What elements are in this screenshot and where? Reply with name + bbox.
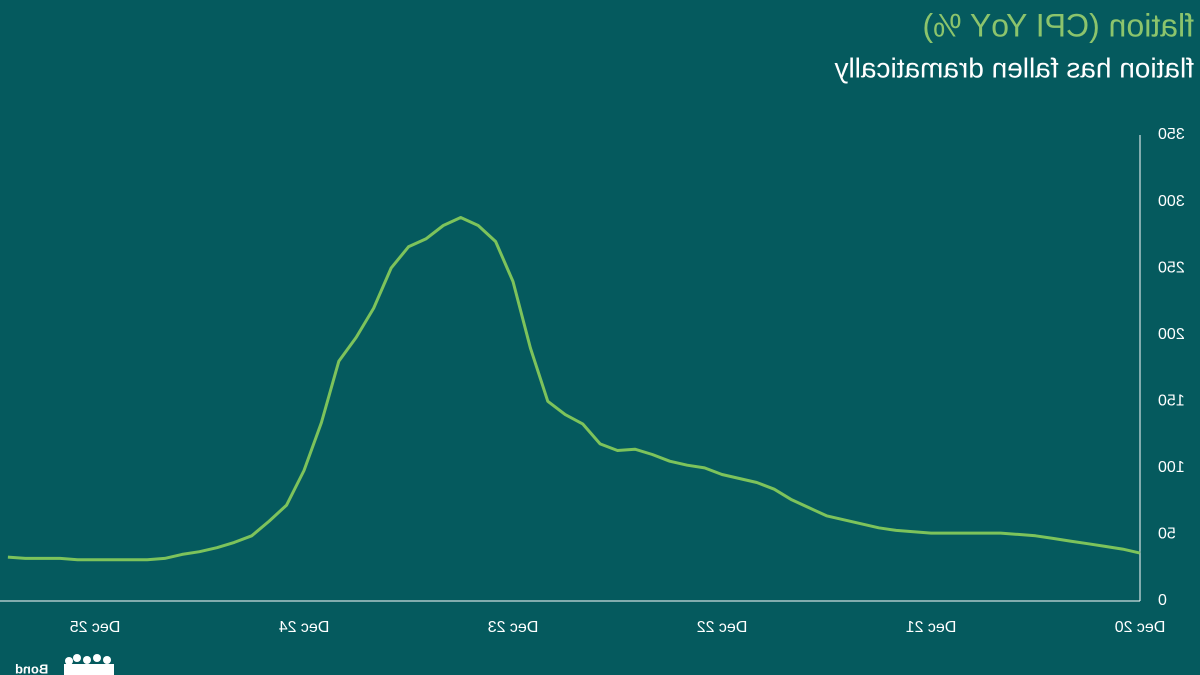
x-tick-label: Dec 20	[1115, 619, 1166, 636]
y-tick-label: 200	[1158, 326, 1185, 343]
x-tick-label: Dec 24	[279, 619, 330, 636]
chart-subtitle: flation has fallen dramatically	[834, 52, 1194, 83]
y-tick-label: 300	[1158, 193, 1185, 210]
x-tick-label: Dec 25	[70, 619, 121, 636]
y-tick-label: 350	[1158, 126, 1185, 143]
y-tick-label: 0	[1158, 592, 1167, 609]
y-tick-label: 100	[1158, 459, 1185, 476]
logo	[64, 654, 114, 675]
y-tick-label: 50	[1158, 526, 1176, 543]
x-tick-label: Dec 22	[697, 619, 748, 636]
x-tick-label: Dec 23	[488, 619, 539, 636]
x-tick-label: Dec 21	[906, 619, 957, 636]
line-series	[7, 216, 1141, 562]
chart-title: flation (CPI YoY %)	[922, 7, 1194, 43]
y-tick-label: 150	[1158, 393, 1185, 410]
source: Bond	[15, 661, 48, 675]
y-tick-label: 250	[1158, 259, 1185, 276]
